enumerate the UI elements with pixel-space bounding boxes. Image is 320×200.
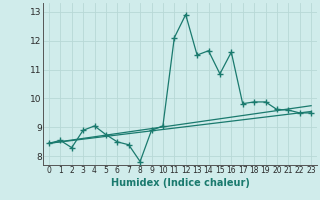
X-axis label: Humidex (Indice chaleur): Humidex (Indice chaleur) — [111, 178, 249, 188]
